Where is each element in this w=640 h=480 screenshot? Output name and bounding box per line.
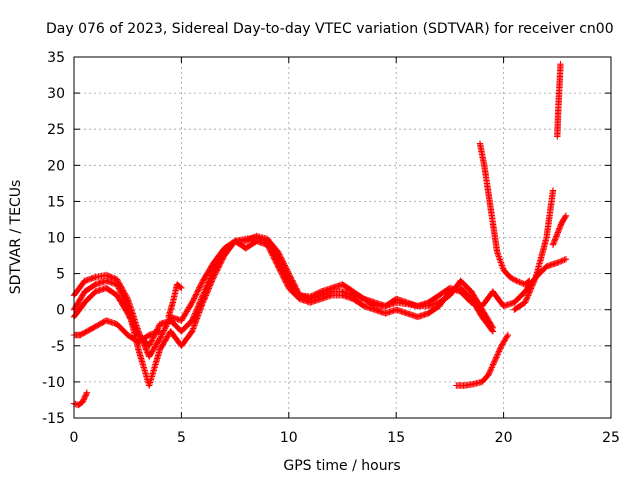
y-tick-label: 0: [56, 303, 65, 319]
series-track-f: [476, 140, 533, 288]
y-tick-label: 20: [47, 158, 65, 174]
y-tick-label: 30: [47, 86, 65, 102]
series-markers: [453, 331, 512, 389]
x-tick-label: 20: [495, 430, 513, 446]
y-tick-labels: -15 -10 -5 0 5 10 15 20 25 30 35: [42, 50, 65, 427]
y-tick-label: 25: [47, 122, 65, 138]
y-axis-title: SDTVAR / TECUs: [8, 180, 24, 295]
x-axis-title: GPS time / hours: [283, 458, 400, 474]
x-tick-label: 15: [387, 430, 405, 446]
series-track-j: [554, 61, 564, 140]
data-points: [70, 61, 570, 409]
series-track-k: [165, 281, 185, 321]
y-tick-label: -5: [51, 339, 65, 355]
y-tick-label: -15: [42, 411, 65, 427]
chart-title: Day 076 of 2023, Sidereal Day-to-day VTE…: [46, 21, 614, 37]
series-markers: [511, 187, 557, 313]
series-markers: [549, 212, 570, 248]
series-track-i: [549, 212, 570, 248]
series-markers: [165, 281, 185, 321]
x-tick-label: 5: [177, 430, 186, 446]
series-markers: [476, 140, 533, 288]
series-track-g: [453, 331, 512, 389]
y-tick-label: 10: [47, 231, 65, 247]
y-tick-label: 15: [47, 194, 65, 210]
x-tick-label: 25: [602, 430, 620, 446]
y-tick-label: 5: [56, 267, 65, 283]
series-track-h: [511, 187, 557, 313]
y-tick-label: 35: [47, 50, 65, 66]
plot-frame: [73, 56, 612, 419]
x-tick-label: 0: [70, 430, 79, 446]
x-tick-labels: 0 5 10 15 20 25: [70, 430, 620, 446]
y-tick-label: -10: [42, 375, 65, 391]
series-markers: [554, 61, 564, 140]
x-tick-label: 10: [280, 430, 298, 446]
